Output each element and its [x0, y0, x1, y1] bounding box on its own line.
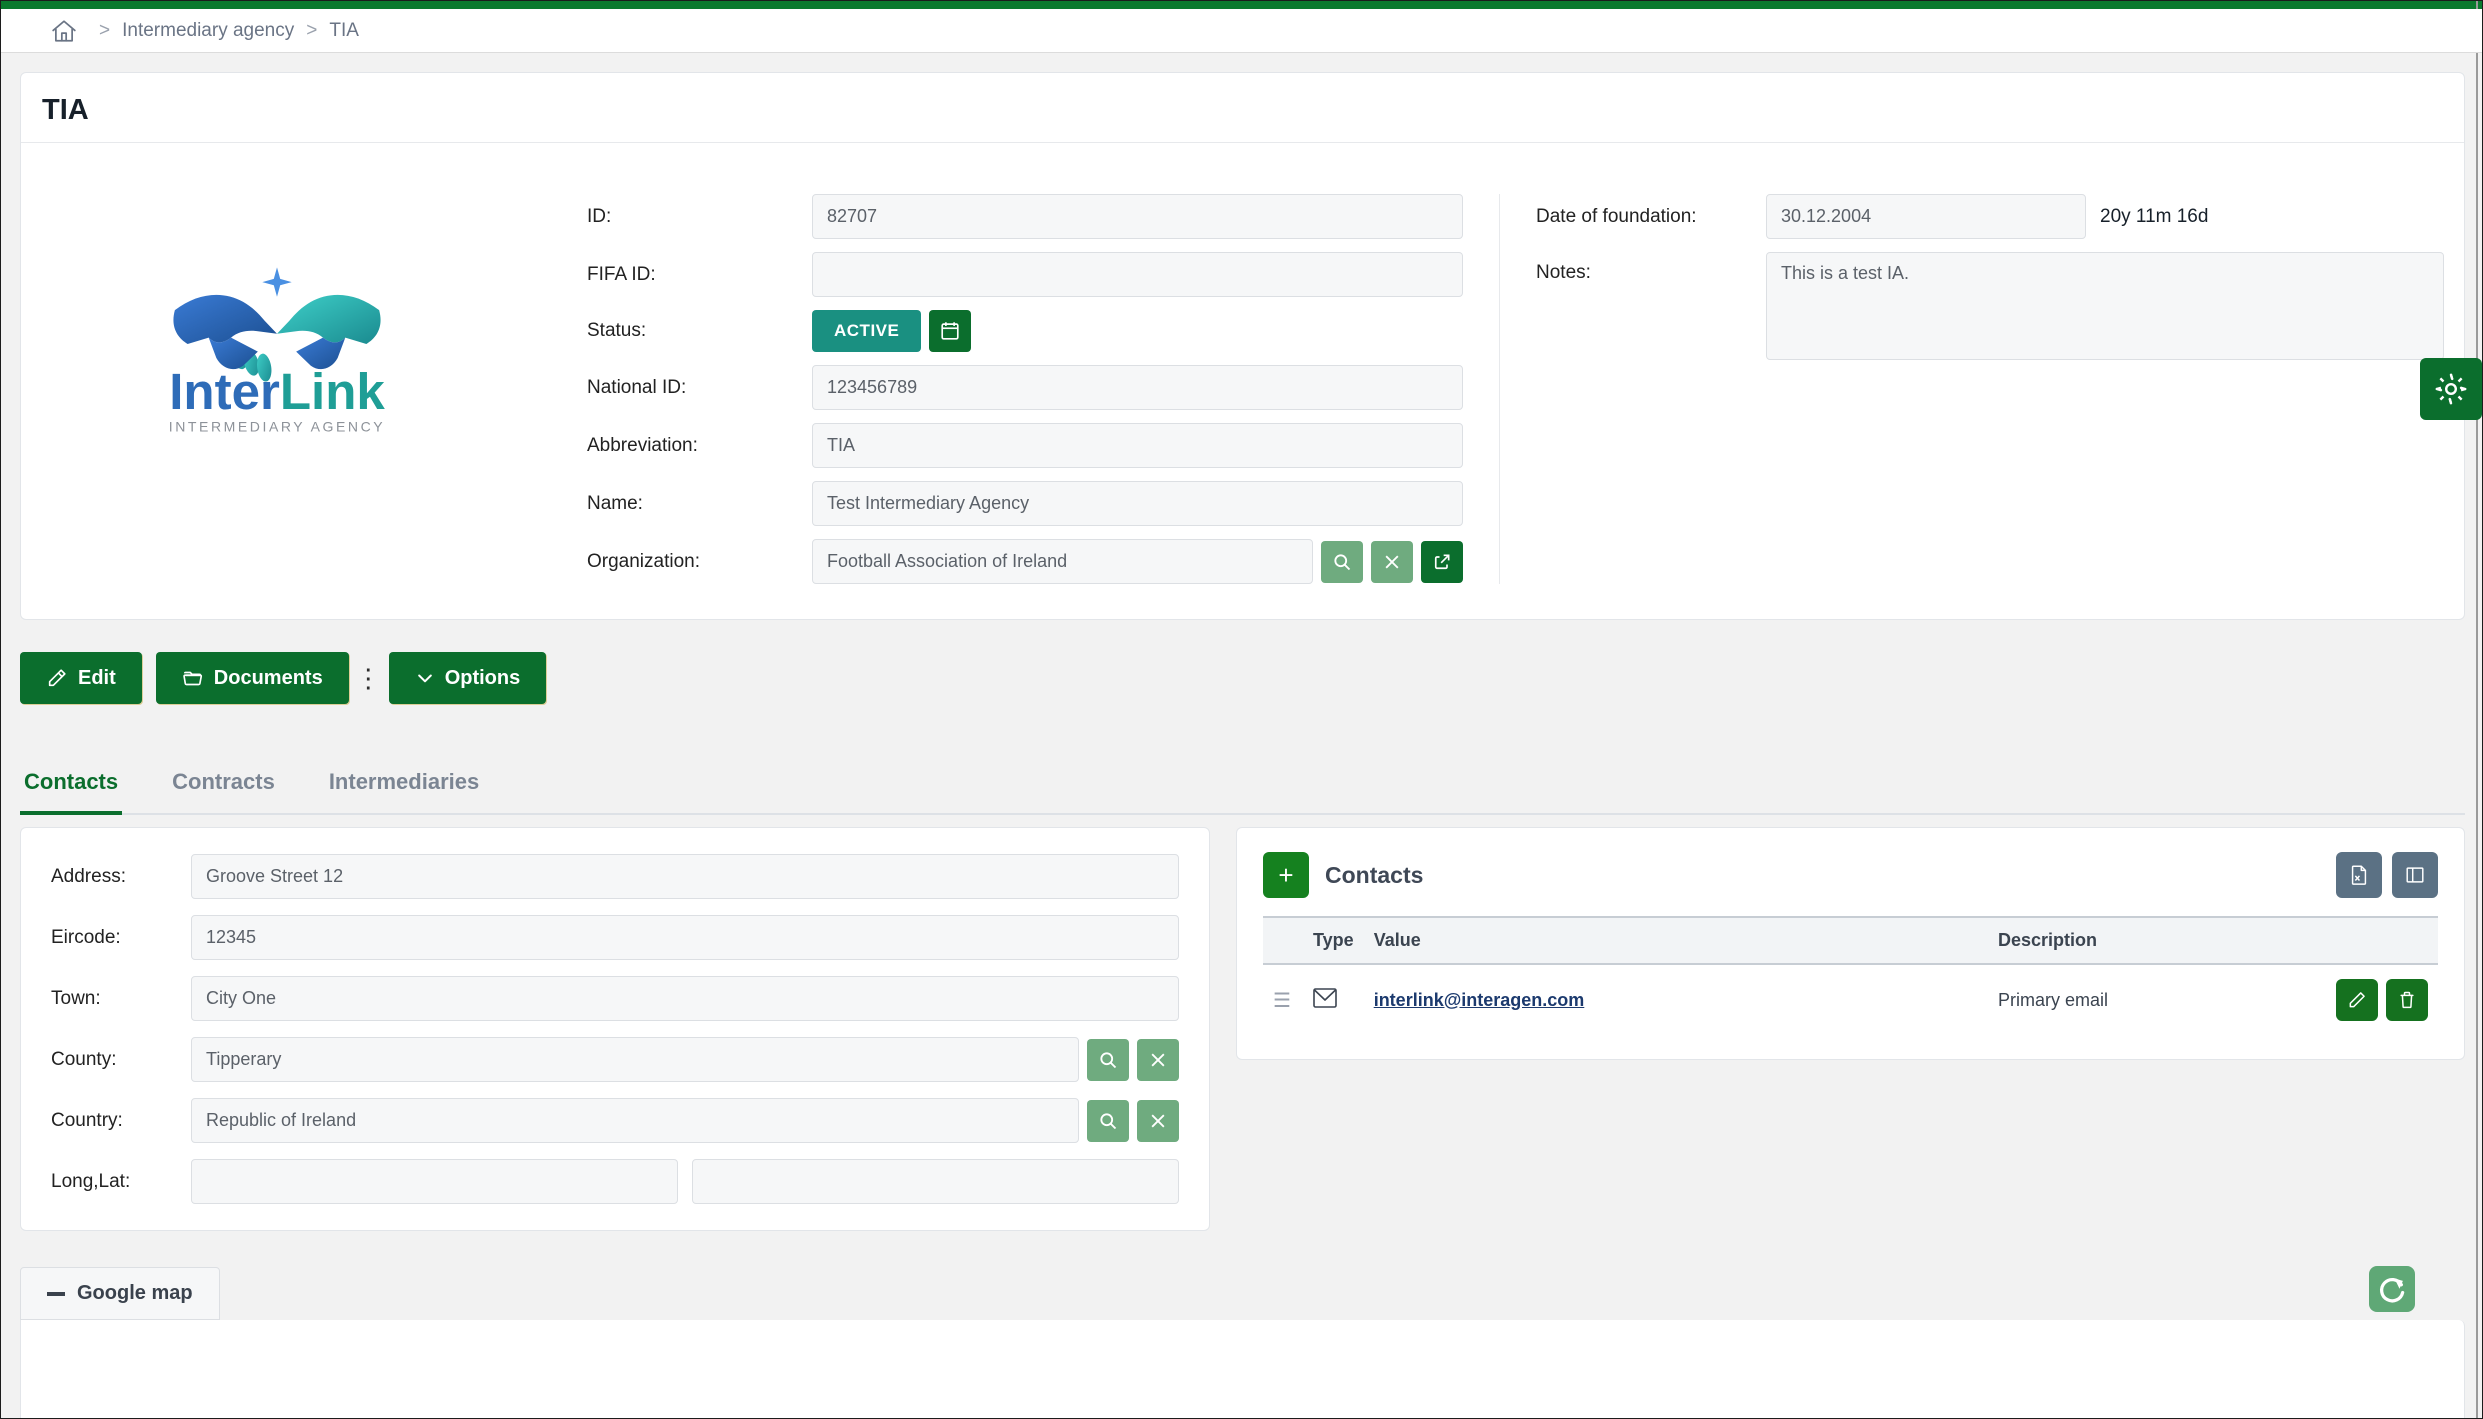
- svg-text:InterLink: InterLink: [169, 363, 385, 420]
- svg-text:INTERMEDIARY AGENCY: INTERMEDIARY AGENCY: [169, 418, 385, 434]
